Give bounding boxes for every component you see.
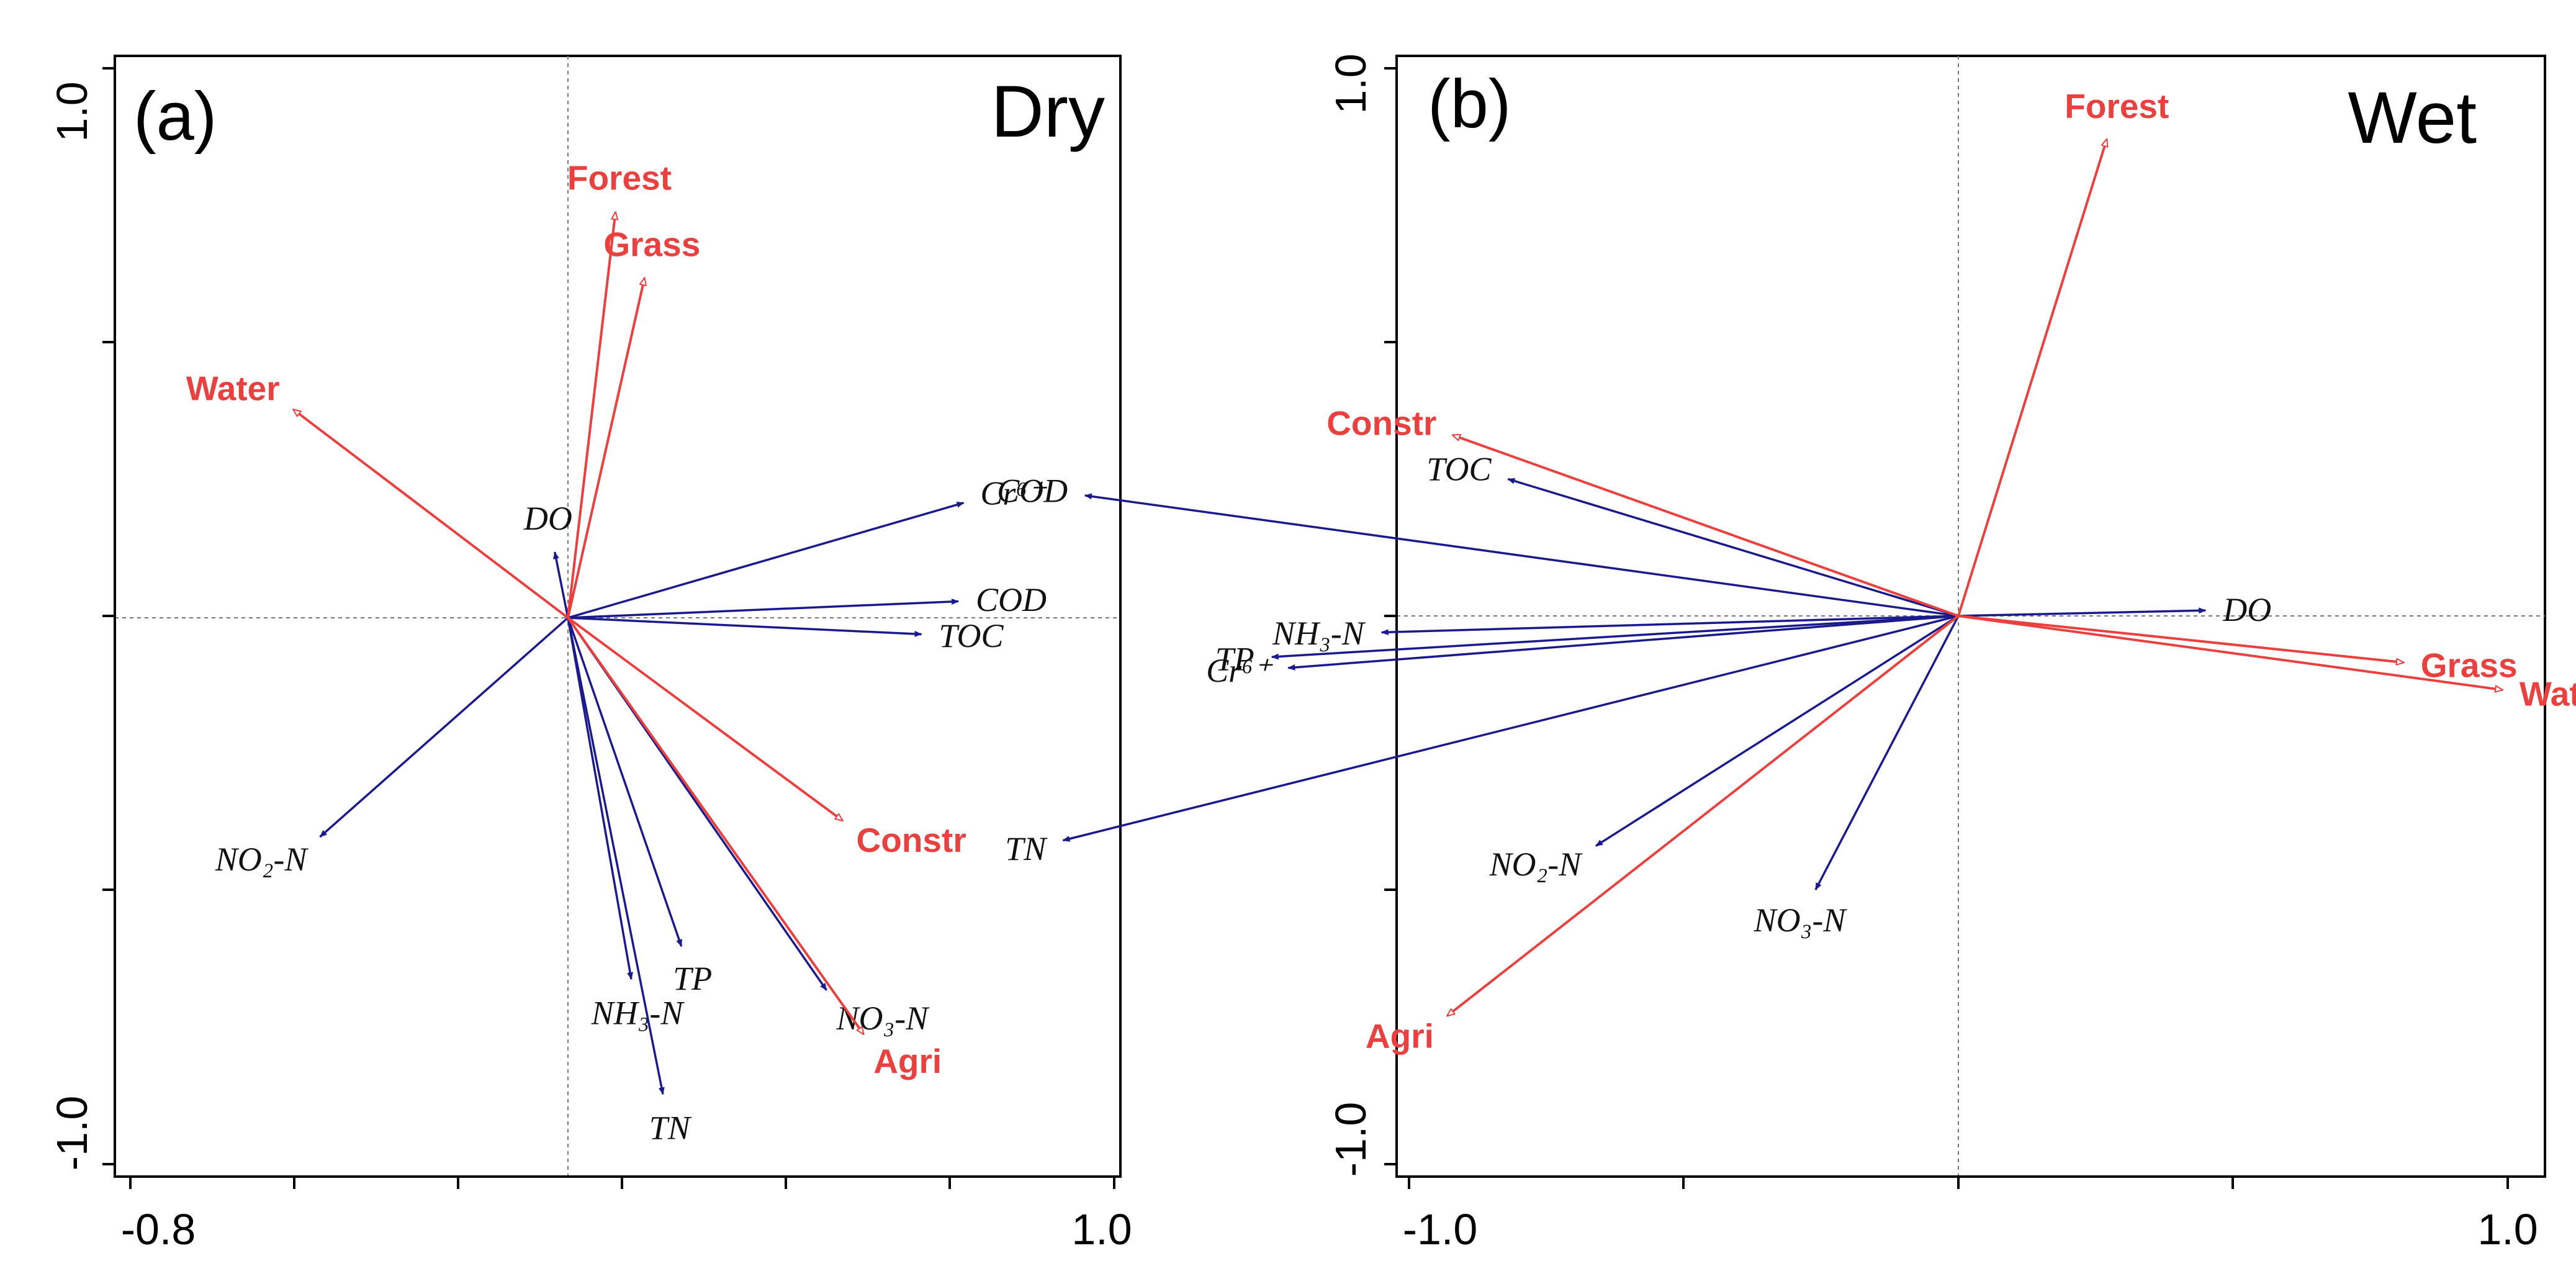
dry-env-label-grass: Grass <box>603 225 700 264</box>
dry-resp-label-tn: TN <box>649 1109 692 1146</box>
dry-resp-vector-do <box>553 551 569 618</box>
wet-resp-label-cr6: Cr⁶⁺ <box>1206 652 1273 689</box>
wet-resp-label-no2-n: NO₂-N <box>1488 846 1583 883</box>
panel-dry: -0.8 1.0 1.0 -1.0 (a) Dry Cr⁶⁺DOCODTOCNO… <box>48 55 1132 1254</box>
dry-resp-vector-toc <box>567 617 922 637</box>
wet-resp-label-cod: COD <box>997 472 1068 509</box>
y-ticks-dry <box>102 67 115 1165</box>
wet-resp-label-tp: TP <box>1215 640 1254 677</box>
wet-resp-vector-cod <box>1084 493 1959 617</box>
dry-env-vector-water <box>294 410 569 619</box>
dry-env-vector-agri <box>567 617 863 1034</box>
y-tick-max-dry: 1.0 <box>48 81 96 142</box>
dry-resp-vector-no2-n <box>319 617 569 838</box>
dry-env-vector-constr <box>567 617 842 820</box>
wet-env-vector-forest <box>1957 140 2107 617</box>
wet-resp-label-do: DO <box>2222 591 2271 628</box>
dry-resp-label-cr6: Cr⁶⁺ <box>980 474 1047 512</box>
wet-resp-vector-nh3-n <box>1380 615 1959 636</box>
y-ticks-wet <box>1384 67 1397 1165</box>
wet-resp-vector-tn <box>1062 615 1959 842</box>
wet-resp-vector-tp <box>1271 615 1959 660</box>
dry-resp-vector-cr6 <box>567 502 965 619</box>
dry-resp-label-nh3-n: NH₃-N <box>591 994 685 1031</box>
dry-env-vector-grass <box>567 278 644 618</box>
wet-resp-label-toc: TOC <box>1426 451 1492 488</box>
dry-env-label-agri: Agri <box>873 1042 942 1080</box>
dry-resp-label-toc: TOC <box>939 617 1004 654</box>
dry-env-label-water: Water <box>186 369 280 408</box>
x-tick-min-wet: -1.0 <box>1403 1205 1478 1254</box>
wet-env-label-water: Water <box>2520 674 2576 713</box>
wet-env-vector-water <box>1958 615 2502 690</box>
dry-resp-label-no2-n: NO₂-N <box>215 841 309 878</box>
dry-resp-label-do: DO <box>523 500 572 537</box>
dry-resp-vector-cod <box>567 599 959 619</box>
x-tick-max-wet: 1.0 <box>2477 1205 2538 1254</box>
season-label-wet: Wet <box>2348 77 2477 159</box>
dry-env-vector-forest <box>567 212 616 618</box>
dry-resp-label-no3-n: NO₃-N <box>835 1000 930 1037</box>
dry-env-label-constr: Constr <box>857 821 966 859</box>
wet-resp-vector-cr6 <box>1287 615 1959 671</box>
panel-wet: -1.0 1.0 1.0 -1.0 (b) Wet TOCCODDONH₃-NT… <box>997 53 2576 1254</box>
wet-env-label-constr: Constr <box>1326 404 1436 442</box>
wet-resp-label-tn: TN <box>1005 830 1048 867</box>
dry-resp-vector-nh3-n <box>567 617 634 980</box>
wet-env-label-agri: Agri <box>1366 1017 1434 1056</box>
wet-resp-vector-no2-n <box>1595 615 1959 847</box>
dry-resp-vector-tp <box>567 617 683 947</box>
wet-env-vector-grass <box>1958 615 2403 662</box>
wet-env-label-forest: Forest <box>2065 87 2169 125</box>
wet-resp-vector-toc <box>1507 477 1959 617</box>
dry-resp-vector-tn <box>567 617 665 1095</box>
dry-env-label-forest: Forest <box>567 159 672 197</box>
y-tick-min-dry: -1.0 <box>48 1096 96 1171</box>
season-label-dry: Dry <box>991 71 1105 153</box>
wet-resp-vector-do <box>1958 607 2207 617</box>
x-tick-max-dry: 1.0 <box>1071 1205 1132 1254</box>
wet-resp-label-no3-n: NO₃-N <box>1754 902 1848 939</box>
panel-label-a: (a) <box>133 78 217 155</box>
panel-label-b: (b) <box>1428 66 1511 142</box>
dry-resp-label-cod: COD <box>976 581 1047 618</box>
y-tick-min-wet: -1.0 <box>1326 1102 1375 1177</box>
wet-resp-vector-no3-n <box>1814 615 1960 890</box>
wet-env-vector-agri <box>1448 615 1960 1016</box>
x-tick-min-dry: -0.8 <box>121 1205 196 1254</box>
x-ticks-dry <box>129 1177 1115 1189</box>
x-ticks-wet <box>1408 1177 2509 1189</box>
wet-env-label-grass: Grass <box>2421 646 2518 685</box>
wet-resp-label-nh3-n: NH₃-N <box>1272 615 1366 652</box>
y-tick-max-wet: 1.0 <box>1326 53 1375 114</box>
wet-env-vector-constr <box>1453 435 1959 617</box>
dry-resp-label-tp: TP <box>673 960 712 997</box>
